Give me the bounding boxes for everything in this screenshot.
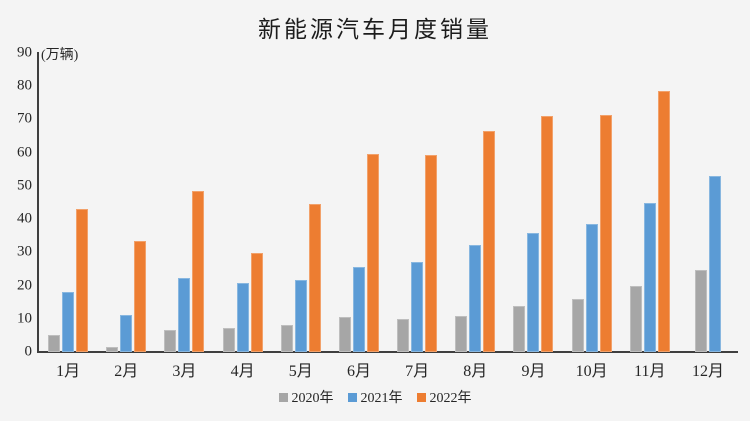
bar-2022年-9月 <box>541 116 554 352</box>
x-axis-label: 1月 <box>56 363 81 380</box>
x-axis-label: 6月 <box>346 363 371 380</box>
y-axis-ticks: 0 10 20 30 40 50 60 70 80 90 <box>0 0 32 421</box>
bar-2022年-10月 <box>599 114 612 352</box>
bar-2021年-9月 <box>527 233 540 352</box>
bar-2021年-2月 <box>120 315 133 352</box>
legend-swatch-icon <box>347 392 357 402</box>
legend-label: 2021年 <box>360 391 403 406</box>
bar-2021年-5月 <box>294 279 307 352</box>
x-axis-label: 3月 <box>172 363 197 380</box>
bar-2020年-5月 <box>280 324 293 352</box>
bar-2022年-11月 <box>657 90 670 352</box>
x-axis-label: 8月 <box>463 363 488 380</box>
bar-2020年-10月 <box>571 298 584 352</box>
bar-2021年-1月 <box>62 292 75 352</box>
x-axis-line <box>37 351 738 353</box>
bar-2022年-3月 <box>192 190 205 352</box>
bar-2022年-7月 <box>425 155 438 352</box>
bar-2021年-6月 <box>352 266 365 352</box>
y-axis-line <box>37 52 39 352</box>
x-axis-label: 10月 <box>575 363 608 380</box>
bar-2020年-1月 <box>48 334 61 352</box>
bar-2020年-11月 <box>629 285 642 352</box>
bar-group <box>388 53 446 352</box>
bar-2020年-3月 <box>164 330 177 352</box>
bar-group <box>679 53 737 352</box>
y-axis-tick-label: 90 <box>17 44 32 61</box>
bar-group <box>504 53 562 352</box>
bar-2022年-2月 <box>134 241 147 352</box>
y-axis-unit-label: (万辆) <box>41 48 79 63</box>
legend-item-2020年: 2020年 <box>278 387 334 407</box>
legend-label: 2020年 <box>291 391 334 406</box>
chart-title: 新能源汽车月度销量 <box>258 17 492 42</box>
legend-swatch-icon <box>416 392 426 402</box>
y-axis-tick-label: 80 <box>17 77 32 94</box>
bar-2020年-6月 <box>338 317 351 352</box>
bar-group <box>621 53 679 352</box>
x-axis-label: 7月 <box>405 363 430 380</box>
legend-item-2021年: 2021年 <box>347 387 403 407</box>
legend-item-2022年: 2022年 <box>416 387 472 407</box>
x-axis-label: 12月 <box>691 363 724 380</box>
y-axis-tick-label: 70 <box>17 110 32 127</box>
legend: 2020年 2021年 2022年 <box>0 387 750 407</box>
bar-2021年-11月 <box>643 202 656 352</box>
bar-group <box>155 53 213 352</box>
bar-group <box>446 53 504 352</box>
legend-swatch-icon <box>278 392 288 402</box>
y-axis-tick-label: 60 <box>17 144 32 161</box>
plot-area <box>39 53 737 352</box>
bar-2021年-10月 <box>585 224 598 352</box>
bar-2022年-6月 <box>366 154 379 352</box>
bar-2020年-7月 <box>397 319 410 352</box>
bar-2022年-1月 <box>76 208 89 352</box>
bar-2021年-8月 <box>469 245 482 352</box>
bar-group <box>330 53 388 352</box>
x-axis-label: 11月 <box>634 363 666 380</box>
y-axis-tick-label: 30 <box>17 243 32 260</box>
bar-2020年-4月 <box>222 327 235 352</box>
bar-group <box>214 53 272 352</box>
bar-group <box>97 53 155 352</box>
y-axis-tick-label: 40 <box>17 210 32 227</box>
x-axis-label: 4月 <box>230 363 255 380</box>
bar-group <box>272 53 330 352</box>
x-axis-label: 2月 <box>114 363 139 380</box>
bar-2022年-4月 <box>250 252 263 352</box>
x-axis-label: 9月 <box>521 363 546 380</box>
bar-2021年-3月 <box>178 277 191 352</box>
x-axis-label: 5月 <box>288 363 313 380</box>
bar-2021年-12月 <box>708 175 721 352</box>
y-axis-tick-label: 0 <box>24 343 33 360</box>
bar-2021年-7月 <box>411 262 424 352</box>
y-axis-tick-label: 20 <box>17 277 32 294</box>
bar-2021年-4月 <box>236 283 249 352</box>
x-axis-labels: 1月 2月 3月 4月 5月 6月 7月 8月 9月 10月 11月 12月 <box>39 357 737 381</box>
y-axis-tick-label: 10 <box>17 310 32 327</box>
bar-2022年-5月 <box>308 203 321 352</box>
legend-label: 2022年 <box>429 391 472 406</box>
bar-group <box>39 53 97 352</box>
bar-2020年-8月 <box>455 316 468 352</box>
y-axis-tick-label: 50 <box>17 177 32 194</box>
bar-2020年-2月 <box>106 347 119 352</box>
bar-2020年-12月 <box>694 269 707 352</box>
bar-group <box>563 53 621 352</box>
bar-2022年-8月 <box>483 130 496 352</box>
bar-2020年-9月 <box>513 306 526 352</box>
